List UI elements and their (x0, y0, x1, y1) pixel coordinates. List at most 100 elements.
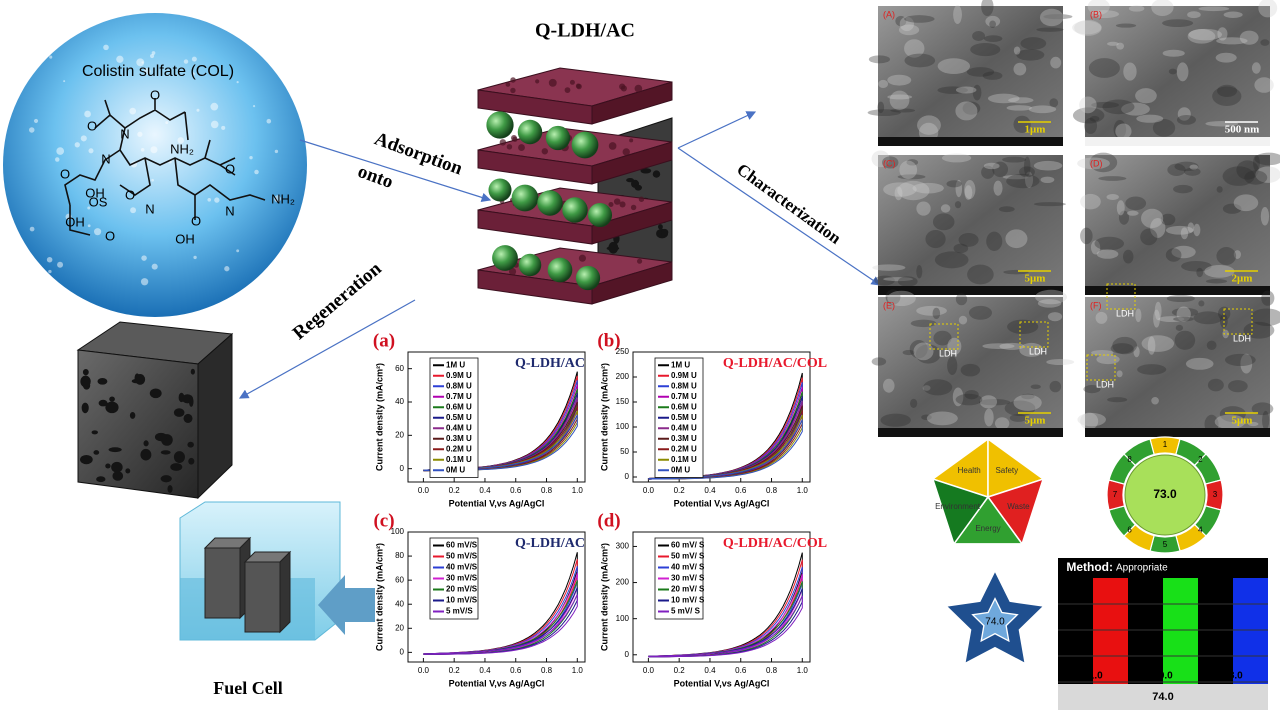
bubble (221, 125, 226, 130)
sem-texture (1098, 176, 1127, 181)
sem-texture (925, 229, 946, 249)
pore (510, 77, 516, 83)
y-axis-label: Current density (mA/cm²) (374, 363, 384, 471)
sem-texture (1173, 316, 1194, 322)
sem-texture (1013, 46, 1021, 55)
bubble (129, 107, 137, 115)
bubble (57, 261, 64, 268)
bubble (151, 263, 158, 270)
cube-pore (167, 485, 173, 493)
bubble (140, 278, 149, 286)
sem-texture (1033, 160, 1063, 171)
cube-side (197, 332, 233, 500)
sem-texture (1181, 261, 1212, 272)
sem-texture (1039, 8, 1064, 27)
sem-texture (1107, 41, 1119, 46)
x-tick-label: 0.8 (766, 666, 778, 675)
arrow (677, 147, 881, 286)
sem-texture (953, 5, 962, 24)
sem-texture (1260, 206, 1270, 226)
sem-texture (1173, 184, 1193, 194)
sem-texture (1047, 312, 1063, 322)
y-tick-label: 20 (395, 430, 404, 439)
sem-texture (1079, 96, 1097, 114)
ring-number: 1 (1163, 440, 1168, 449)
sem-texture (1007, 319, 1039, 334)
sem-texture (871, 150, 890, 168)
cube-pore (125, 468, 131, 474)
sem-texture (1223, 11, 1243, 18)
pore (575, 83, 581, 89)
legend-label: 1M U (446, 360, 465, 369)
sem-texture (1116, 200, 1125, 216)
sem-texture (962, 101, 981, 115)
bubble (268, 268, 276, 276)
sem-texture (1121, 102, 1150, 116)
sem-texture (1050, 56, 1062, 69)
legend-label: 0.9M U (671, 371, 697, 380)
cube-pore (81, 402, 89, 414)
bubble (151, 178, 154, 182)
sem-texture (1080, 227, 1093, 245)
sem-texture (960, 363, 981, 377)
sem-texture (1214, 414, 1246, 430)
sem-info-bar (1085, 137, 1270, 146)
legend-label: 0.2M U (671, 444, 697, 453)
sem-texture (982, 343, 1015, 349)
ldh-box (1086, 354, 1116, 381)
sem-texture (913, 342, 934, 361)
sem-texture (1247, 421, 1259, 427)
sem-texture (1090, 10, 1120, 19)
cube-front (77, 349, 199, 499)
cube-pore (93, 450, 100, 455)
y-tick-label: 200 (616, 372, 630, 381)
atom-label: O (150, 87, 160, 102)
sem-texture (1116, 42, 1124, 50)
carbon-pore (634, 184, 643, 191)
sem-texture (1167, 163, 1186, 176)
sem-texture (887, 94, 913, 100)
sem-texture (1239, 30, 1259, 45)
sem-texture (1005, 229, 1028, 249)
sem-texture (964, 389, 979, 400)
electrode (204, 547, 241, 619)
cube-pore (143, 440, 149, 447)
sem-texture (881, 156, 899, 169)
legend-label: 0.3M U (446, 434, 472, 443)
green-sphere (547, 257, 573, 283)
pore (505, 82, 511, 87)
sem-texture (1008, 97, 1034, 104)
atom-label: NH₂ (271, 191, 295, 206)
pore (535, 79, 540, 84)
atom-label: OS (89, 194, 108, 209)
sem-texture (898, 24, 920, 36)
sem-tag: LDH (1029, 346, 1047, 356)
legend-label: 0.3M U (671, 434, 697, 443)
cube-pore (183, 413, 193, 423)
bubble (94, 228, 102, 236)
pore (630, 204, 637, 211)
sem-texture (1233, 194, 1259, 212)
sem-texture (932, 307, 941, 320)
table-score: 80.0 (1153, 671, 1173, 682)
green-sphere (517, 119, 543, 145)
y-tick-label: 40 (395, 397, 404, 406)
cube-pore (82, 369, 89, 376)
bubble (236, 81, 239, 84)
carbon-pore (660, 228, 669, 236)
sem-texture (1205, 279, 1228, 284)
ring-number: 5 (1163, 540, 1168, 549)
pore (619, 83, 626, 90)
sem-texture (985, 15, 1001, 27)
sem-texture (1106, 193, 1119, 200)
electrode-side (279, 550, 291, 634)
sem-texture (1187, 222, 1195, 233)
pore (629, 138, 634, 143)
molecule-title: Colistin sulfate (COL) (82, 63, 234, 80)
sem-texture (1258, 0, 1278, 18)
legend-label: 0.1M U (671, 455, 697, 464)
sem-texture (1176, 114, 1196, 125)
x-tick-label: 1.0 (797, 666, 809, 675)
x-axis-label: Potential V,vs Ag/AgCl (674, 498, 770, 508)
